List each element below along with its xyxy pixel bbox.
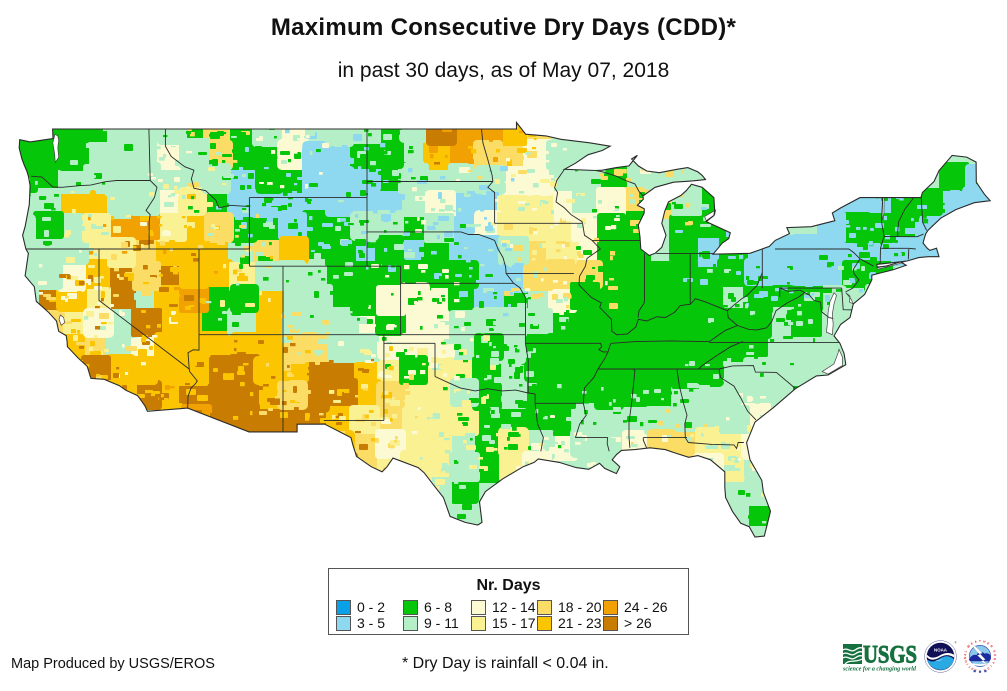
svg-text:C: C [986,666,991,671]
svg-text:A: A [963,653,967,656]
svg-text:R: R [992,658,997,662]
svg-text:E: E [993,654,997,656]
svg-text:I: I [965,663,969,666]
svg-text:I: I [989,664,993,667]
svg-text:L: L [964,650,968,653]
svg-text:T: T [967,665,971,669]
svg-text:USGS: USGS [863,644,917,669]
svg-text:E: E [986,641,990,645]
svg-text:NOAA: NOAA [934,648,948,653]
svg-text:O: O [963,659,968,663]
svg-text:science for a changing world: science for a changing world [843,666,917,673]
svg-text:H: H [983,639,987,644]
svg-text:W: W [966,644,971,649]
svg-text:N: N [963,656,967,660]
svg-text:S: S [992,650,996,653]
svg-text:V: V [991,661,996,665]
svg-text:A: A [970,666,975,671]
svg-text:®: ® [955,641,958,645]
svg-text:A: A [974,639,978,644]
svg-text:R: R [989,644,994,649]
svg-text:T: T [979,639,981,643]
svg-text:E: E [970,641,974,645]
